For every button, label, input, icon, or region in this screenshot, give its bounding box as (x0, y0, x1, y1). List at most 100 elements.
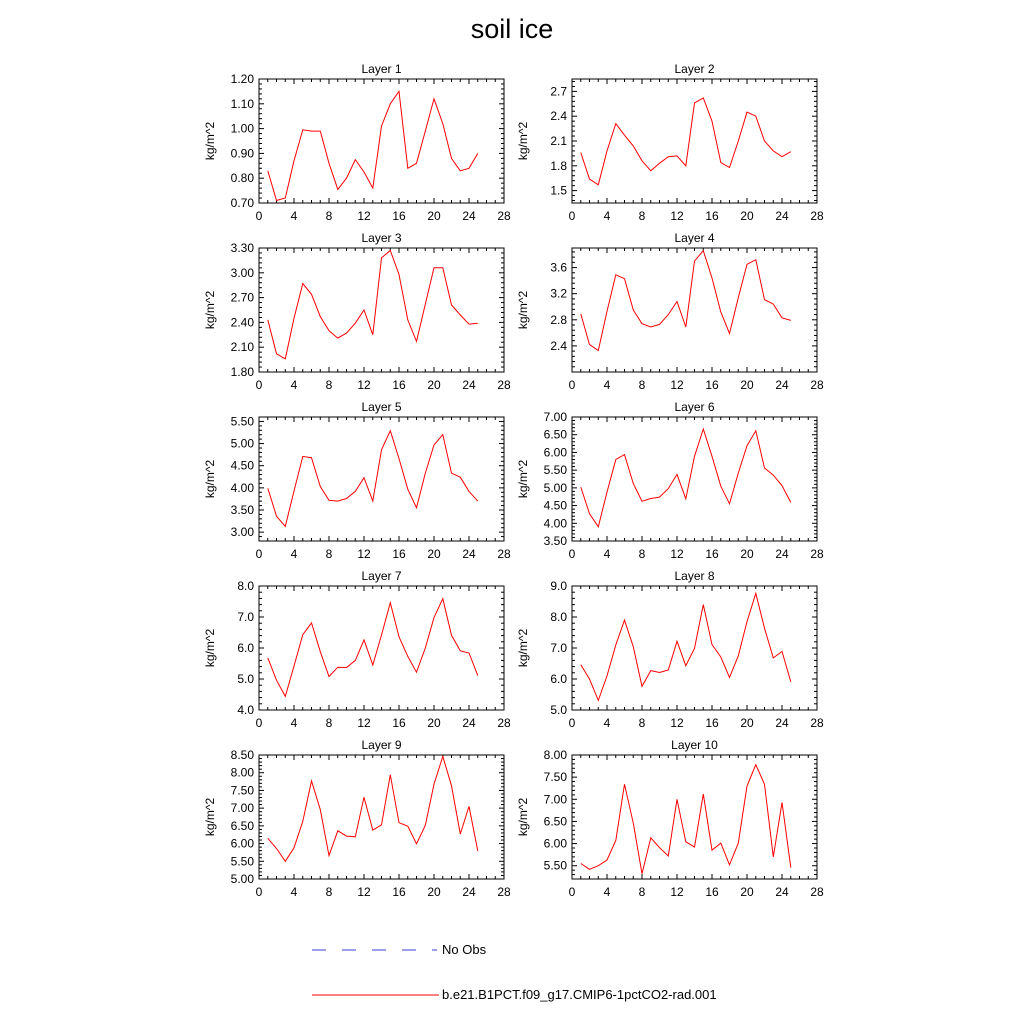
y-tick-label: 6.50 (544, 428, 568, 442)
x-tick-label: 4 (604, 209, 611, 223)
x-tick-label: 4 (604, 547, 611, 561)
y-tick-label: 5.50 (231, 414, 255, 428)
x-tick-label: 16 (392, 716, 406, 730)
y-tick-label: 2.10 (231, 340, 255, 354)
x-tick-label: 12 (357, 209, 371, 223)
series-line (580, 763, 792, 874)
x-tick-label: 20 (740, 209, 754, 223)
y-tick-label: 8.00 (231, 766, 255, 780)
x-tick-label: 8 (326, 716, 333, 730)
y-tick-label: 7.00 (544, 792, 568, 806)
legend-item-run: b.e21.B1PCT.f09_g17.CMIP6-1pctCO2-rad.00… (312, 987, 732, 1003)
panel-title: Layer 4 (674, 231, 714, 245)
series-line (580, 249, 791, 352)
legend-swatch-dashed (312, 949, 437, 951)
y-tick-label: 2.8 (550, 313, 567, 327)
legend-item-no-obs: No Obs (312, 942, 612, 958)
y-tick-label: 1.20 (231, 72, 255, 86)
y-tick-label: 5.0 (550, 703, 567, 717)
y-tick-label: 5.00 (231, 872, 255, 886)
x-tick-label: 0 (256, 716, 263, 730)
series-line (580, 97, 792, 186)
panel-1: Layer 1 kg/m^2 0 4 8 12 16 20 24 28 0.70 0.80 0.90 1.… (203, 62, 511, 223)
x-tick-label: 12 (670, 547, 684, 561)
x-tick-label: 28 (497, 378, 511, 392)
x-tick-label: 16 (392, 209, 406, 223)
y-tick-label: 1.10 (231, 97, 255, 111)
y-axis-label: kg/m^2 (516, 122, 530, 161)
plot-frame (571, 416, 818, 542)
series-line (267, 249, 478, 360)
y-tick-label: 3.6 (550, 261, 567, 275)
chart-title: soil ice (470, 14, 554, 44)
legend-swatch-solid (312, 994, 439, 996)
y-tick-label: 4.50 (231, 459, 255, 473)
x-tick-label: 8 (639, 378, 646, 392)
x-tick-label: 0 (569, 885, 576, 899)
x-tick-label: 8 (639, 716, 646, 730)
y-tick-label: 6.50 (231, 819, 255, 833)
x-tick-label: 4 (604, 885, 611, 899)
y-tick-label: 3.50 (231, 503, 255, 517)
y-tick-label: 8.50 (231, 748, 255, 762)
panel-8: Layer 8 kg/m^2 0 4 8 12 16 20 24 28 5.0 6.0 7.0 8.0 9.… (516, 569, 824, 730)
x-tick-label: 24 (462, 378, 476, 392)
panel-5: Layer 5 kg/m^2 0 4 8 12 16 20 24 28 3.00 3.50 4.00 4.… (203, 400, 511, 561)
y-tick-label: 2.40 (231, 315, 255, 329)
y-tick-label: 5.50 (231, 854, 255, 868)
y-axis-label: kg/m^2 (203, 629, 217, 668)
x-tick-label: 24 (775, 716, 789, 730)
panel-title: Layer 8 (674, 569, 714, 583)
series-line (267, 429, 479, 528)
panel-title: Layer 9 (361, 738, 401, 752)
panel-title: Layer 5 (361, 400, 401, 414)
panel-title: Layer 1 (361, 62, 401, 76)
series-line (580, 591, 792, 702)
x-tick-label: 16 (705, 885, 719, 899)
y-tick-label: 6.00 (544, 445, 568, 459)
plot-frame (571, 78, 818, 204)
x-tick-label: 8 (326, 378, 333, 392)
x-tick-label: 8 (326, 547, 333, 561)
y-tick-label: 4.0 (237, 703, 254, 717)
y-tick-label: 3.30 (231, 241, 255, 255)
y-tick-label: 1.00 (231, 122, 255, 136)
x-tick-label: 20 (740, 378, 754, 392)
legend-label: b.e21.B1PCT.f09_g17.CMIP6-1pctCO2-rad.00… (442, 987, 717, 1002)
y-tick-label: 2.4 (550, 109, 567, 123)
x-tick-label: 16 (705, 716, 719, 730)
panel-6: Layer 6 kg/m^2 0 4 8 12 16 20 24 28 3.50 4.00 4.50 5.… (516, 400, 824, 561)
plot-frame (571, 247, 818, 373)
y-tick-label: 1.5 (550, 184, 567, 198)
x-tick-label: 8 (639, 209, 646, 223)
plot-frame (258, 754, 505, 880)
y-axis-label: kg/m^2 (516, 460, 530, 499)
y-tick-label: 7.0 (237, 610, 254, 624)
y-tick-label: 7.0 (550, 641, 567, 655)
series-line (267, 754, 479, 863)
y-tick-label: 8.0 (237, 579, 254, 593)
panel-3: Layer 3 kg/m^2 0 4 8 12 16 20 24 28 1.80 2.10 2.40 2.… (203, 231, 511, 392)
plot-frame (258, 585, 505, 711)
x-tick-label: 20 (740, 885, 754, 899)
x-tick-label: 20 (427, 209, 441, 223)
x-tick-label: 24 (462, 547, 476, 561)
panel-title: Layer 6 (674, 400, 714, 414)
x-tick-label: 12 (670, 885, 684, 899)
y-tick-label: 6.00 (544, 837, 568, 851)
x-tick-label: 28 (810, 209, 824, 223)
y-tick-label: 9.0 (550, 579, 567, 593)
y-tick-label: 3.00 (231, 525, 255, 539)
x-tick-label: 4 (291, 547, 298, 561)
y-tick-label: 2.7 (550, 84, 567, 98)
x-tick-label: 28 (810, 547, 824, 561)
x-tick-label: 24 (775, 378, 789, 392)
x-tick-label: 16 (705, 209, 719, 223)
x-tick-label: 8 (326, 885, 333, 899)
x-tick-label: 24 (462, 716, 476, 730)
x-tick-label: 4 (291, 378, 298, 392)
y-tick-label: 5.00 (231, 437, 255, 451)
x-tick-label: 24 (775, 885, 789, 899)
panel-title: Layer 2 (674, 62, 714, 76)
